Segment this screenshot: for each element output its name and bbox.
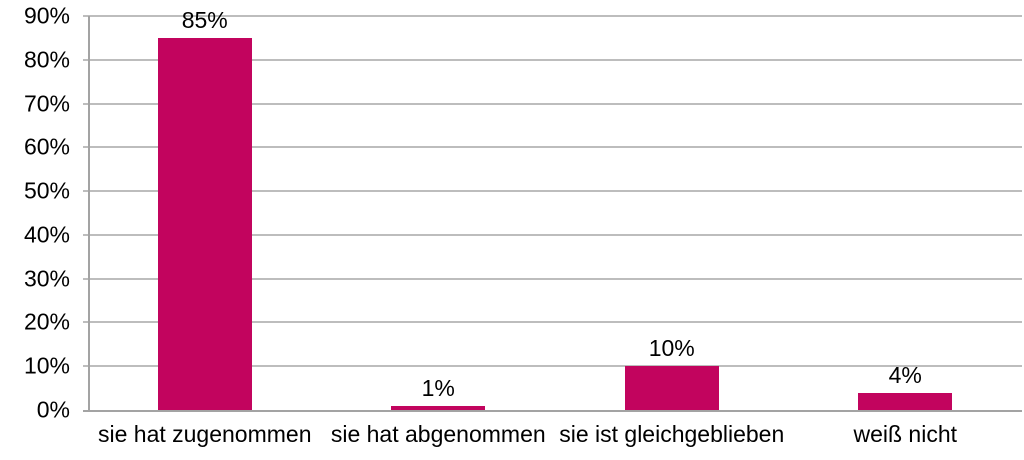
y-axis-tick-label: 20% bbox=[23, 308, 70, 335]
y-axis-tick-label: 40% bbox=[23, 221, 70, 248]
bar bbox=[858, 392, 953, 410]
bar bbox=[157, 37, 252, 410]
y-axis-line bbox=[88, 16, 90, 410]
y-axis-tick-label: 70% bbox=[23, 90, 70, 117]
gridline bbox=[83, 58, 1022, 61]
y-axis-tick-label: 10% bbox=[23, 352, 70, 379]
y-axis-tick-label: 80% bbox=[23, 46, 70, 73]
bar-value-label: 4% bbox=[888, 361, 922, 388]
y-axis-tick-label: 30% bbox=[23, 265, 70, 292]
x-axis-category-label: sie ist gleichgeblieben bbox=[559, 421, 785, 447]
plot-area: 85% 1% 10% 4% bbox=[83, 7, 1022, 412]
x-axis-category-labels: sie hat zugenommen sie hat abgenommen sie … bbox=[88, 420, 1022, 448]
y-axis-tick-label: 90% bbox=[23, 2, 70, 29]
gridline bbox=[83, 146, 1022, 149]
bar bbox=[391, 405, 486, 410]
y-axis-tick-labels: 0% 10% 20% 30% 40% 50% 60% 70% 80% 90% bbox=[0, 4, 70, 421]
x-axis-category-label: weiß nicht bbox=[853, 421, 958, 447]
y-axis-tick-label: 60% bbox=[23, 133, 70, 160]
x-axis-category-label: sie hat abgenommen bbox=[330, 421, 546, 447]
gridline bbox=[83, 15, 1022, 17]
gridline bbox=[83, 190, 1022, 193]
y-axis-tick-label: 0% bbox=[36, 396, 70, 423]
gridline bbox=[83, 365, 1022, 368]
gridline bbox=[83, 277, 1022, 280]
bar-value-label: 10% bbox=[648, 335, 695, 362]
bar-value-label: 85% bbox=[181, 6, 228, 33]
x-axis-category-label: sie hat zugenommen bbox=[97, 421, 312, 447]
gridline bbox=[83, 102, 1022, 105]
x-axis-line bbox=[83, 410, 1022, 412]
gridline bbox=[83, 233, 1022, 236]
bar-value-label: 1% bbox=[421, 374, 455, 401]
bar bbox=[624, 366, 719, 410]
gridline bbox=[83, 321, 1022, 324]
y-axis-tick-label: 50% bbox=[23, 177, 70, 204]
